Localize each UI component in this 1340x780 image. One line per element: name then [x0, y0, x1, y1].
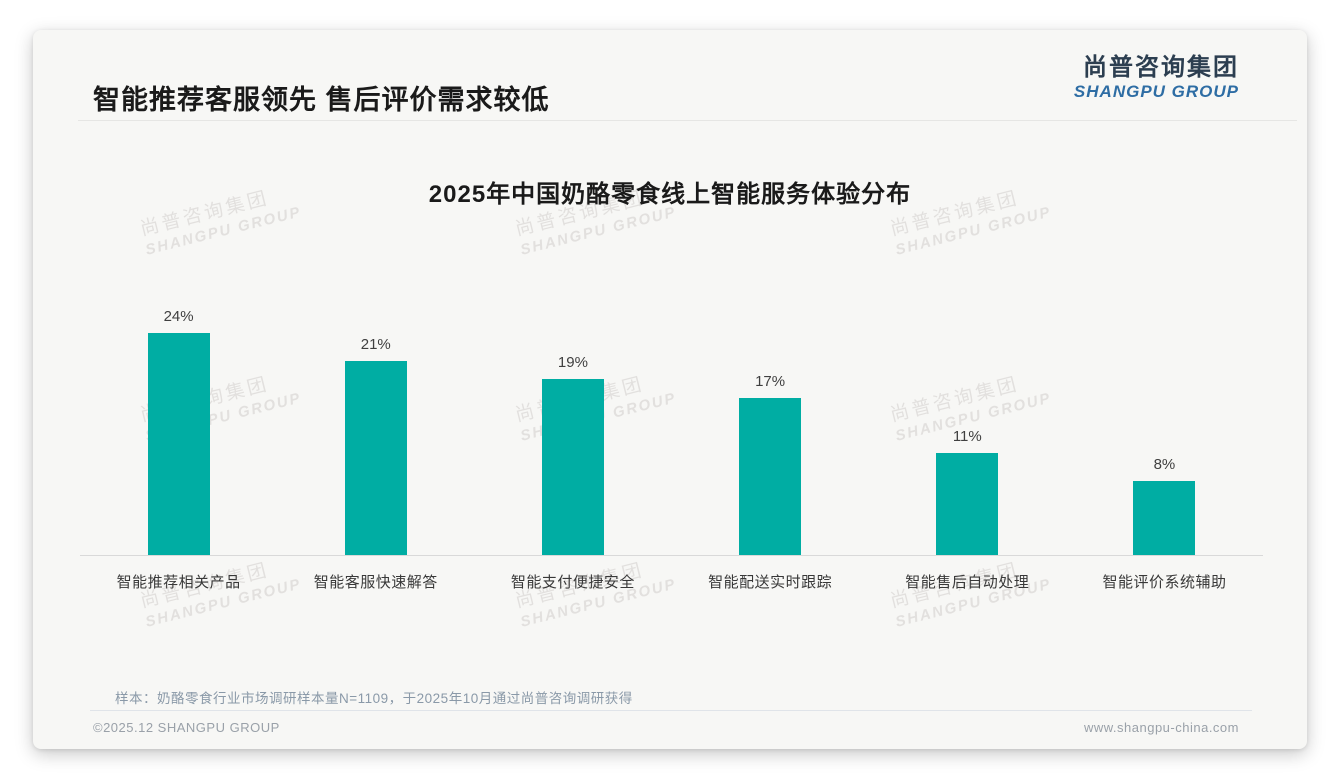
- bar-value-label: 24%: [163, 308, 194, 325]
- logo-text-cn: 尚普咨询集团: [1083, 54, 1239, 81]
- bar-value-label: 21%: [360, 335, 391, 353]
- category-label: 智能配送实时跟踪: [708, 574, 833, 591]
- bar-chart-plot-area: 24% 21% 19% 17% 11% 8%: [80, 270, 1263, 555]
- bar: [344, 360, 407, 555]
- bar-value-label: 11%: [952, 428, 982, 446]
- bar-group: 21%: [277, 270, 474, 555]
- slide-content: 智能推荐客服领先 售后评价需求较低 尚普咨询集团 SHANGPU GROUP 2…: [33, 30, 1307, 749]
- bar-group: 17%: [672, 270, 869, 555]
- logo-text-en: SHANGPU GROUP: [1073, 82, 1239, 102]
- bar: [147, 333, 210, 555]
- bar-value-label: 8%: [1153, 456, 1176, 473]
- category-label: 智能评价系统辅助: [1102, 574, 1227, 591]
- category-label: 智能售后自动处理: [905, 574, 1030, 591]
- website-url: www.shangpu-china.com: [1083, 720, 1239, 735]
- bar-value-label: 17%: [755, 372, 786, 390]
- category-label: 智能推荐相关产品: [116, 574, 241, 591]
- copyright-text: ©2025.12 SHANGPU GROUP: [93, 720, 280, 735]
- category-label: 智能客服快速解答: [313, 574, 438, 591]
- category-axis-labels: 智能推荐相关产品 智能客服快速解答 智能支付便捷安全 智能配送实时跟踪 智能售后自动处理…: [80, 571, 1263, 592]
- report-slide-card: 尚普咨询集团 SHANGPU GROUP 尚普咨询集团 SHANGPU GROUP 尚普…: [33, 30, 1307, 749]
- title-divider: [78, 120, 1297, 121]
- bar: [739, 397, 802, 555]
- bar: [541, 379, 604, 555]
- bar: [936, 453, 999, 555]
- chart-title: 2025年中国奶酪零食线上智能服务体验分布: [428, 181, 912, 208]
- slide-title: 智能推荐客服领先 售后评价需求较低: [93, 85, 550, 115]
- company-logo: 尚普咨询集团 SHANGPU GROUP: [1073, 54, 1239, 102]
- bar: [1133, 481, 1196, 555]
- sample-note: 样本：奶酪零食行业市场调研样本量N=1109，于2025年10月通过尚普咨询调研…: [115, 691, 633, 706]
- bar-group: 24%: [80, 270, 277, 555]
- x-axis-line: [80, 555, 1263, 556]
- footer-divider: [90, 710, 1252, 711]
- bar-group: 19%: [474, 270, 671, 555]
- bar-value-label: 19%: [557, 354, 588, 372]
- bar-group: 11%: [869, 270, 1066, 555]
- category-label: 智能支付便捷安全: [510, 574, 635, 591]
- bar-group: 8%: [1066, 270, 1263, 555]
